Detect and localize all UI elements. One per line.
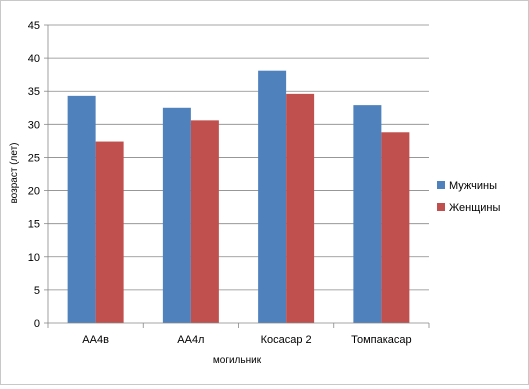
- bar-men: [258, 70, 287, 324]
- bar-men: [162, 107, 191, 324]
- y-tick-label: 15: [28, 219, 40, 231]
- legend: Мужчины Женщины: [437, 180, 500, 214]
- y-tick-label: 10: [28, 252, 40, 264]
- x-axis-label: могильник: [213, 355, 262, 366]
- y-tick-label: 40: [28, 53, 40, 65]
- x-tick-label: Томпакасар: [351, 334, 412, 346]
- legend-swatch-women: [437, 203, 445, 211]
- legend-swatch-men: [437, 181, 445, 189]
- x-tick-label: АА4л: [177, 334, 204, 346]
- bar-men: [353, 105, 382, 323]
- y-tick-label: 0: [34, 318, 40, 330]
- bars: [67, 70, 410, 324]
- bar-women: [286, 93, 315, 323]
- axes: 0 5 10 15 20 25 30 35 40 45 АА4в АА4л Косасар 2 Томпа…: [28, 20, 430, 346]
- y-tick-label: 25: [28, 152, 40, 164]
- bar-men: [67, 95, 96, 323]
- bar-women: [95, 141, 124, 323]
- y-tick-label: 20: [28, 186, 40, 198]
- y-tick-label: 45: [28, 20, 40, 32]
- bar-women: [381, 132, 410, 323]
- x-tick-label: Косасар 2: [261, 334, 312, 346]
- y-tick-label: 35: [28, 86, 40, 98]
- legend-label-women: Женщины: [449, 202, 500, 214]
- y-axis-label: возраст (лет): [9, 142, 20, 203]
- x-tick-label: АА4в: [82, 334, 109, 346]
- bar-women: [190, 120, 219, 323]
- y-tick-label: 5: [34, 285, 40, 297]
- y-tick-label: 30: [28, 119, 40, 131]
- legend-label-men: Мужчины: [449, 180, 497, 192]
